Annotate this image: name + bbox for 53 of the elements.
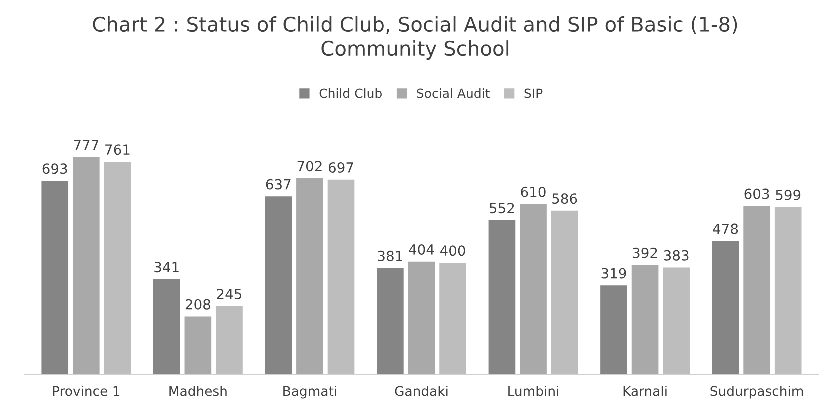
bar xyxy=(216,306,243,375)
data-label: 381 xyxy=(378,250,402,262)
data-label: 761 xyxy=(106,144,130,156)
bar xyxy=(104,162,132,375)
bar xyxy=(600,286,628,375)
data-label: 702 xyxy=(298,161,322,172)
x-tick-label: Lumbini xyxy=(508,386,558,396)
data-label: 586 xyxy=(552,194,578,204)
bar xyxy=(744,206,770,375)
bar xyxy=(632,265,659,375)
data-label: 697 xyxy=(328,162,354,174)
bar xyxy=(663,268,690,375)
data-label: 404 xyxy=(409,244,434,255)
bar xyxy=(153,279,180,375)
data-label: 599 xyxy=(776,190,801,200)
bar xyxy=(408,262,436,375)
x-tick-label: Province 1 xyxy=(53,386,120,396)
legend-label: Child Club xyxy=(320,88,382,98)
bar xyxy=(377,268,404,375)
bar xyxy=(328,180,355,375)
bar xyxy=(520,204,547,375)
legend-label: SIP xyxy=(524,88,543,98)
bar xyxy=(265,196,292,375)
bar xyxy=(296,178,324,375)
data-label: 319 xyxy=(602,268,626,279)
data-label: 392 xyxy=(633,248,658,258)
data-label: 777 xyxy=(74,140,98,150)
data-label: 400 xyxy=(440,246,466,256)
x-tick-label: Madhesh xyxy=(170,386,227,396)
x-tick-label: Gandaki xyxy=(395,386,448,396)
bar xyxy=(712,241,740,375)
data-label: 552 xyxy=(490,203,514,214)
bar xyxy=(72,157,100,375)
data-label: 610 xyxy=(521,186,546,198)
legend-label: Social Audit xyxy=(417,88,490,98)
bar xyxy=(42,180,69,375)
chart-title: Chart 2 : Status of Child Club, Social Audit and SIP of Basic (1-8) Community School xyxy=(93,16,738,60)
bar xyxy=(774,207,802,375)
data-label: 603 xyxy=(744,188,770,200)
data-label: 478 xyxy=(713,224,738,234)
data-label: 245 xyxy=(217,288,242,300)
data-label: 341 xyxy=(154,262,179,273)
data-label: 637 xyxy=(266,179,291,190)
x-tick-label: Sudurpaschim xyxy=(710,386,804,399)
bar xyxy=(551,210,578,375)
bar xyxy=(184,316,212,375)
data-label: 693 xyxy=(42,164,68,174)
data-label: 383 xyxy=(664,250,689,261)
bar xyxy=(440,262,466,375)
x-tick-label: Karnali xyxy=(624,386,667,396)
x-tick-label: Bagmati xyxy=(284,386,336,399)
data-label: 208 xyxy=(186,299,210,310)
bar xyxy=(488,220,516,375)
